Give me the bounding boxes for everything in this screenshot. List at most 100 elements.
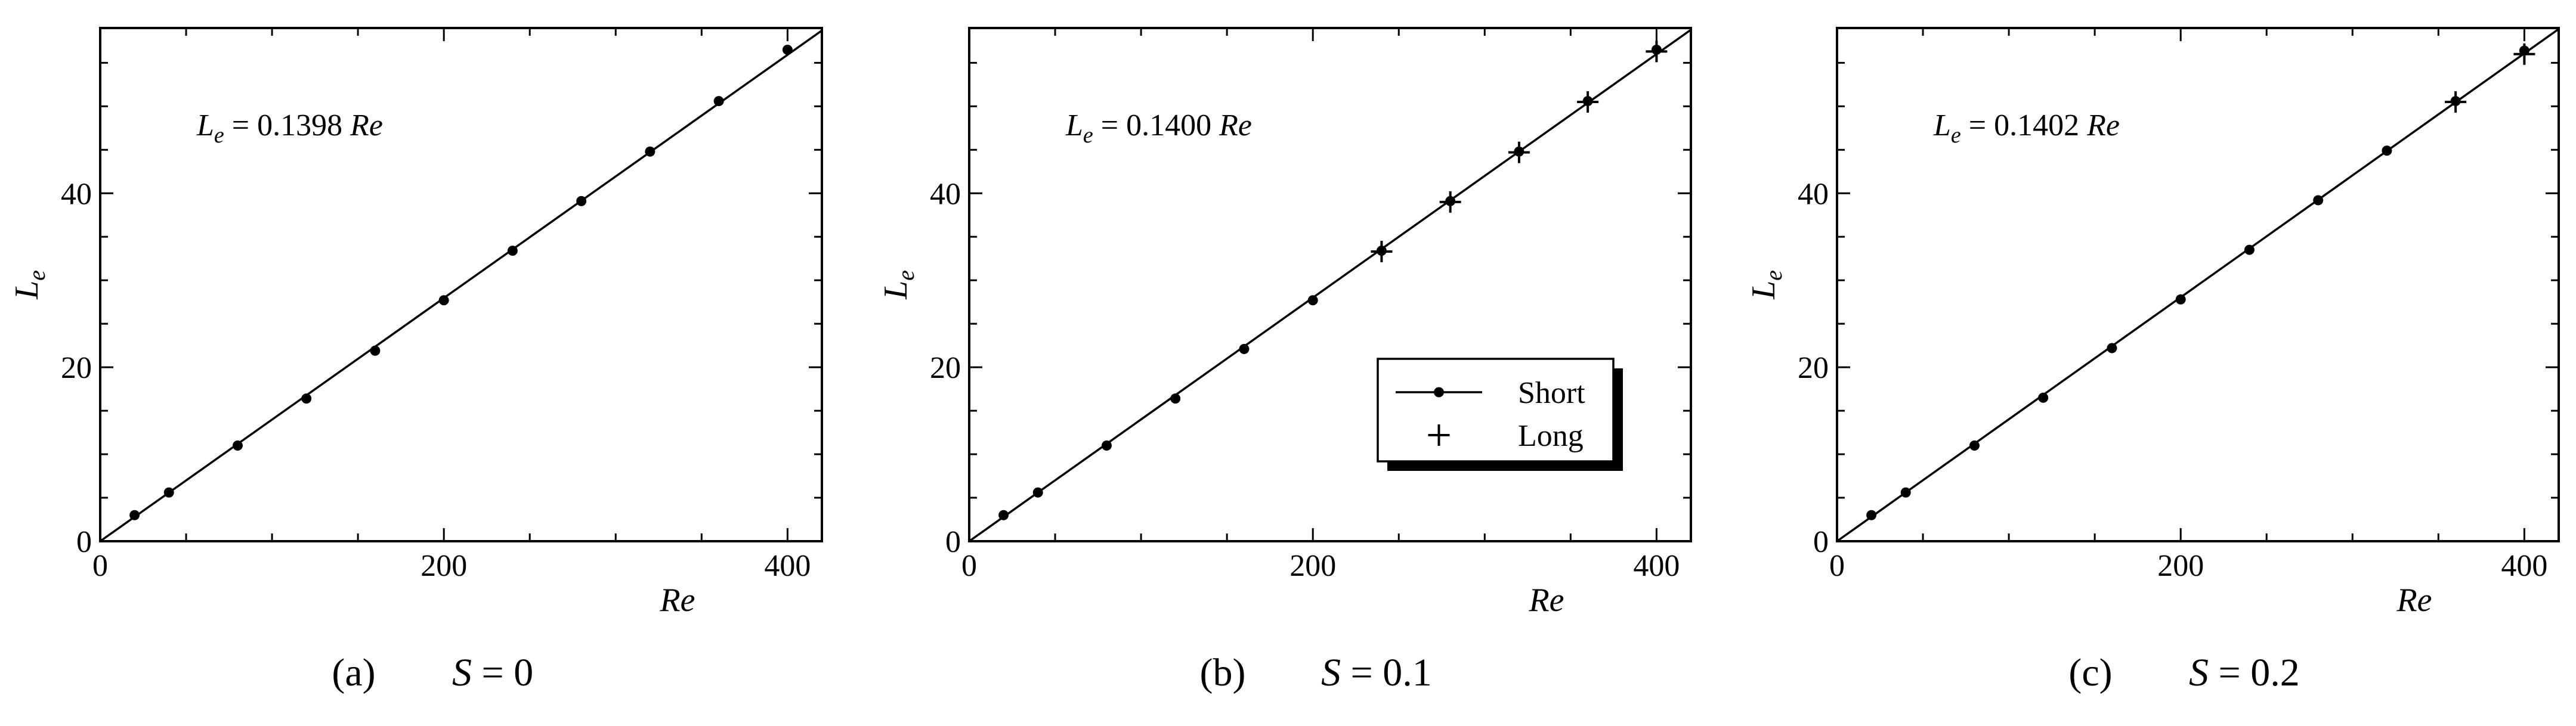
data-point-short bbox=[782, 44, 793, 55]
y-tick-label: 40 bbox=[61, 177, 92, 211]
caption-value: = 0.1 bbox=[1341, 651, 1432, 694]
equation-text: = 0.1400 bbox=[1093, 108, 1219, 142]
x-axis-label: Re bbox=[1528, 582, 1564, 619]
panel-label: (c) bbox=[2068, 651, 2112, 694]
data-point-short bbox=[370, 345, 381, 356]
data-point-short bbox=[2107, 343, 2117, 353]
equation-variable: Re bbox=[2086, 108, 2120, 142]
data-point-long bbox=[2513, 43, 2535, 65]
legend-entry-label: Long bbox=[1518, 419, 1584, 453]
y-axis-label: Le bbox=[877, 270, 919, 300]
equation-subscript: e bbox=[214, 123, 224, 148]
data-point-short bbox=[1170, 393, 1181, 404]
x-tick-label: 0 bbox=[92, 549, 108, 583]
equation-variable: Re bbox=[350, 108, 383, 142]
panel-label: (a) bbox=[332, 651, 375, 694]
x-tick-label: 400 bbox=[1633, 549, 1680, 583]
y-tick-label: 40 bbox=[930, 177, 961, 211]
x-axis-label: Re bbox=[2396, 582, 2432, 619]
legend-entry-label: Short bbox=[1518, 376, 1585, 410]
data-point-short bbox=[301, 393, 312, 404]
data-point-short bbox=[2382, 145, 2392, 156]
data-point-short bbox=[2038, 392, 2049, 403]
data-point-short bbox=[1900, 487, 1911, 498]
equation-subscript: e bbox=[1083, 123, 1093, 148]
data-point-long bbox=[1508, 141, 1530, 163]
y-axis-label: Le bbox=[1745, 270, 1787, 300]
y-axis-symbol: L bbox=[8, 281, 45, 300]
fit-line bbox=[968, 29, 1692, 542]
caption-symbol: S bbox=[452, 651, 472, 694]
x-tick-label: 400 bbox=[2501, 549, 2547, 583]
data-point-short bbox=[1866, 510, 1877, 520]
caption-symbol: S bbox=[1321, 651, 1341, 694]
data-point-short bbox=[1969, 440, 1980, 451]
y-axis-symbol: L bbox=[877, 281, 914, 300]
data-point-long bbox=[1646, 41, 1668, 63]
y-tick-label: 0 bbox=[1813, 525, 1829, 559]
y-tick-label: 20 bbox=[1798, 351, 1829, 385]
equation-variable: Re bbox=[1219, 108, 1252, 142]
equation-symbol: L bbox=[1065, 108, 1083, 142]
fit-line bbox=[99, 29, 823, 542]
data-point-short bbox=[232, 440, 243, 451]
y-axis-subscript: e bbox=[892, 270, 919, 281]
data-point-long bbox=[1371, 241, 1393, 263]
data-point-short bbox=[129, 510, 140, 520]
panel-label: (b) bbox=[1200, 651, 1246, 694]
equation-symbol: L bbox=[1933, 108, 1951, 142]
caption-value: = 0 bbox=[472, 651, 533, 694]
equation-text: = 0.1402 bbox=[1961, 108, 2087, 142]
data-point-short bbox=[576, 196, 587, 206]
x-tick-label: 0 bbox=[961, 549, 977, 583]
data-point-short bbox=[645, 146, 655, 157]
x-axis-label: Re bbox=[659, 582, 695, 619]
y-tick-label: 20 bbox=[61, 351, 92, 385]
data-point-short bbox=[163, 487, 174, 498]
data-point-short bbox=[2244, 244, 2255, 255]
fit-line bbox=[1836, 28, 2560, 542]
panel-caption: S = 0.2 bbox=[2189, 651, 2300, 694]
data-point-short bbox=[1101, 440, 1112, 451]
equation-text: = 0.1398 bbox=[224, 108, 350, 142]
data-point-short bbox=[2313, 195, 2324, 206]
plot-frame bbox=[968, 27, 1692, 542]
y-tick-label: 0 bbox=[945, 525, 961, 559]
data-point-short bbox=[1239, 343, 1250, 354]
y-axis-symbol: L bbox=[1745, 281, 1782, 300]
y-axis-subscript: e bbox=[1760, 270, 1787, 281]
data-point-short bbox=[998, 510, 1009, 520]
x-tick-label: 0 bbox=[1829, 549, 1845, 583]
x-tick-label: 200 bbox=[420, 549, 467, 583]
caption-symbol: S bbox=[2189, 651, 2209, 694]
y-axis-subscript: e bbox=[23, 270, 50, 281]
data-point-short bbox=[1307, 295, 1318, 306]
x-tick-label: 400 bbox=[764, 549, 811, 583]
y-tick-label: 20 bbox=[930, 351, 961, 385]
y-axis-label: Le bbox=[8, 270, 50, 300]
data-point-short bbox=[713, 96, 724, 107]
panel-caption: S = 0.1 bbox=[1321, 651, 1432, 694]
data-point-short bbox=[438, 295, 449, 306]
data-point-long bbox=[1439, 191, 1461, 213]
fit-equation: Le = 0.1398 Re bbox=[196, 108, 383, 148]
panel-caption: S = 0 bbox=[452, 651, 533, 694]
fit-equation: Le = 0.1402 Re bbox=[1933, 108, 2120, 148]
x-tick-label: 200 bbox=[2157, 549, 2204, 583]
equation-subscript: e bbox=[1951, 123, 1961, 148]
plot-frame bbox=[99, 27, 823, 542]
data-point-short bbox=[2175, 294, 2186, 305]
fit-equation: Le = 0.1400 Re bbox=[1065, 108, 1252, 148]
y-tick-label: 0 bbox=[76, 525, 92, 559]
data-point-long bbox=[2445, 91, 2467, 113]
legend: Short Long bbox=[1377, 358, 1623, 471]
legend-dot-sample bbox=[1434, 387, 1444, 398]
data-point-short bbox=[1032, 487, 1043, 498]
caption-value: = 0.2 bbox=[2209, 651, 2300, 694]
data-point-short bbox=[507, 246, 518, 256]
legend-box bbox=[1377, 358, 1615, 463]
